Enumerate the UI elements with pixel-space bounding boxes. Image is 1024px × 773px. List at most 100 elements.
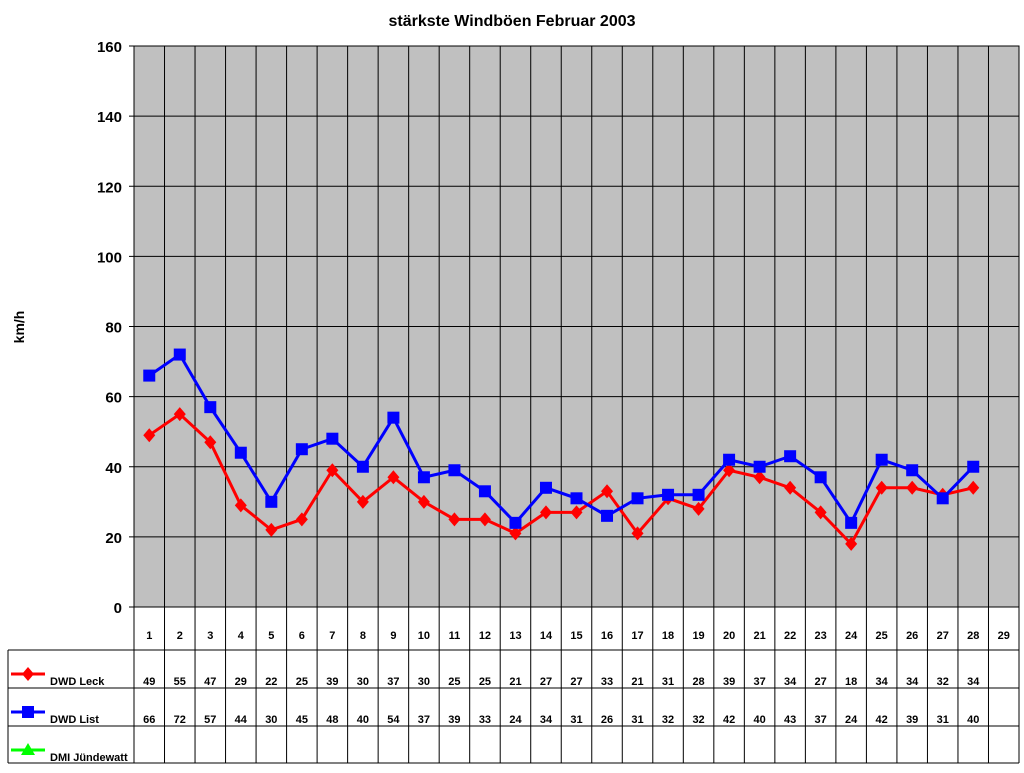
data-value: 42	[876, 714, 888, 726]
square-marker	[265, 495, 278, 508]
diamond-marker	[784, 480, 797, 495]
x-category-label: 16	[601, 630, 613, 642]
data-value: 45	[296, 714, 308, 726]
data-value: 31	[662, 676, 674, 688]
data-value: 37	[815, 714, 827, 726]
data-value: 37	[387, 676, 399, 688]
data-value: 55	[174, 676, 186, 688]
x-category-label: 20	[723, 630, 735, 642]
square-marker	[356, 460, 369, 473]
x-category-label: 18	[662, 630, 674, 642]
x-category-label: 29	[998, 630, 1010, 642]
square-marker	[387, 411, 400, 424]
x-category-label: 11	[449, 630, 461, 642]
data-value: 25	[296, 676, 308, 688]
x-category-label: 14	[540, 630, 553, 642]
diamond-marker	[906, 480, 919, 495]
legend-label: DWD List	[50, 714, 99, 726]
x-category-label: 8	[360, 630, 366, 642]
data-value: 33	[479, 714, 491, 726]
data-value: 39	[906, 714, 918, 726]
diamond-marker	[204, 435, 217, 450]
series-line	[148, 412, 974, 547]
data-value: 18	[845, 676, 857, 688]
square-marker	[723, 453, 736, 466]
x-category-label: 13	[509, 630, 521, 642]
data-value: 72	[174, 714, 186, 726]
diamond-marker	[845, 536, 858, 551]
y-tick-label: 40	[105, 460, 122, 477]
data-value: 34	[540, 714, 553, 726]
x-category-label: 21	[753, 630, 765, 642]
data-value: 34	[784, 676, 797, 688]
square-marker	[601, 509, 614, 522]
data-value: 25	[479, 676, 491, 688]
diamond-marker	[326, 463, 339, 478]
x-category-label: 10	[418, 630, 430, 642]
x-category-label: 26	[906, 630, 918, 642]
x-category-label: 23	[815, 630, 827, 642]
series-dwd-leck	[143, 407, 980, 551]
legend-label: DWD Leck	[50, 676, 105, 688]
data-value: 34	[967, 676, 980, 688]
y-axis-label: km/h	[11, 311, 27, 344]
x-category-label: 9	[390, 630, 396, 642]
square-marker	[295, 443, 308, 456]
square-marker	[845, 516, 858, 529]
data-table: 1 2 3 4 5 6 7 8 9 10 11 12 13 14 15 16 17 18 19 20 21 22 23 24 2…	[7, 607, 1020, 764]
y-tick-label: 80	[105, 320, 122, 337]
square-marker	[967, 460, 980, 473]
data-value: 26	[601, 714, 613, 726]
square-marker	[326, 432, 339, 445]
diamond-marker	[478, 512, 491, 527]
data-value: 22	[265, 676, 277, 688]
diamond-marker	[814, 505, 827, 520]
data-value: 39	[723, 676, 735, 688]
data-value: 47	[204, 676, 216, 688]
data-value: 27	[570, 676, 582, 688]
data-value: 40	[967, 714, 979, 726]
diamond-marker	[509, 526, 522, 541]
data-value: 27	[815, 676, 827, 688]
diamond-marker	[173, 407, 186, 422]
y-tick-label: 0	[114, 600, 122, 617]
data-value: 34	[906, 676, 919, 688]
data-value: 32	[937, 676, 949, 688]
data-value: 21	[509, 676, 521, 688]
diamond-marker	[723, 463, 736, 478]
diamond-marker	[143, 428, 156, 443]
x-category-label: 2	[177, 630, 183, 642]
x-category-label: 19	[692, 630, 704, 642]
plot-area: 0 20 40 60 80 100 120 140 160	[97, 39, 1020, 617]
diamond-marker	[265, 522, 278, 537]
data-value: 31	[570, 714, 582, 726]
square-marker	[173, 348, 186, 361]
x-category-label: 25	[876, 630, 888, 642]
data-value: 44	[235, 714, 248, 726]
data-value: 25	[448, 676, 460, 688]
square-marker	[234, 446, 247, 459]
square-marker	[539, 481, 552, 494]
y-tick-label: 140	[97, 109, 122, 126]
legend-entry: DWD List	[11, 706, 99, 726]
chart-title: stärkste Windböen Februar 2003	[388, 13, 635, 30]
square-marker	[692, 488, 705, 501]
data-value: 30	[265, 714, 277, 726]
diamond-marker	[601, 484, 614, 499]
square-marker	[143, 369, 156, 382]
diamond-marker	[692, 501, 705, 516]
legend-entry: DMI Jündewatt	[11, 743, 128, 764]
square-marker	[478, 485, 491, 498]
square-marker	[22, 706, 34, 718]
data-value: 24	[509, 714, 522, 726]
diamond-marker	[570, 505, 583, 520]
data-value: 34	[876, 676, 889, 688]
square-marker	[875, 453, 888, 466]
y-tick-label: 120	[97, 179, 122, 196]
diamond-marker	[417, 494, 430, 509]
diamond-marker	[295, 512, 308, 527]
data-value: 31	[631, 714, 643, 726]
x-category-label: 15	[570, 630, 582, 642]
diamond-marker	[539, 505, 552, 520]
square-marker	[662, 488, 675, 501]
